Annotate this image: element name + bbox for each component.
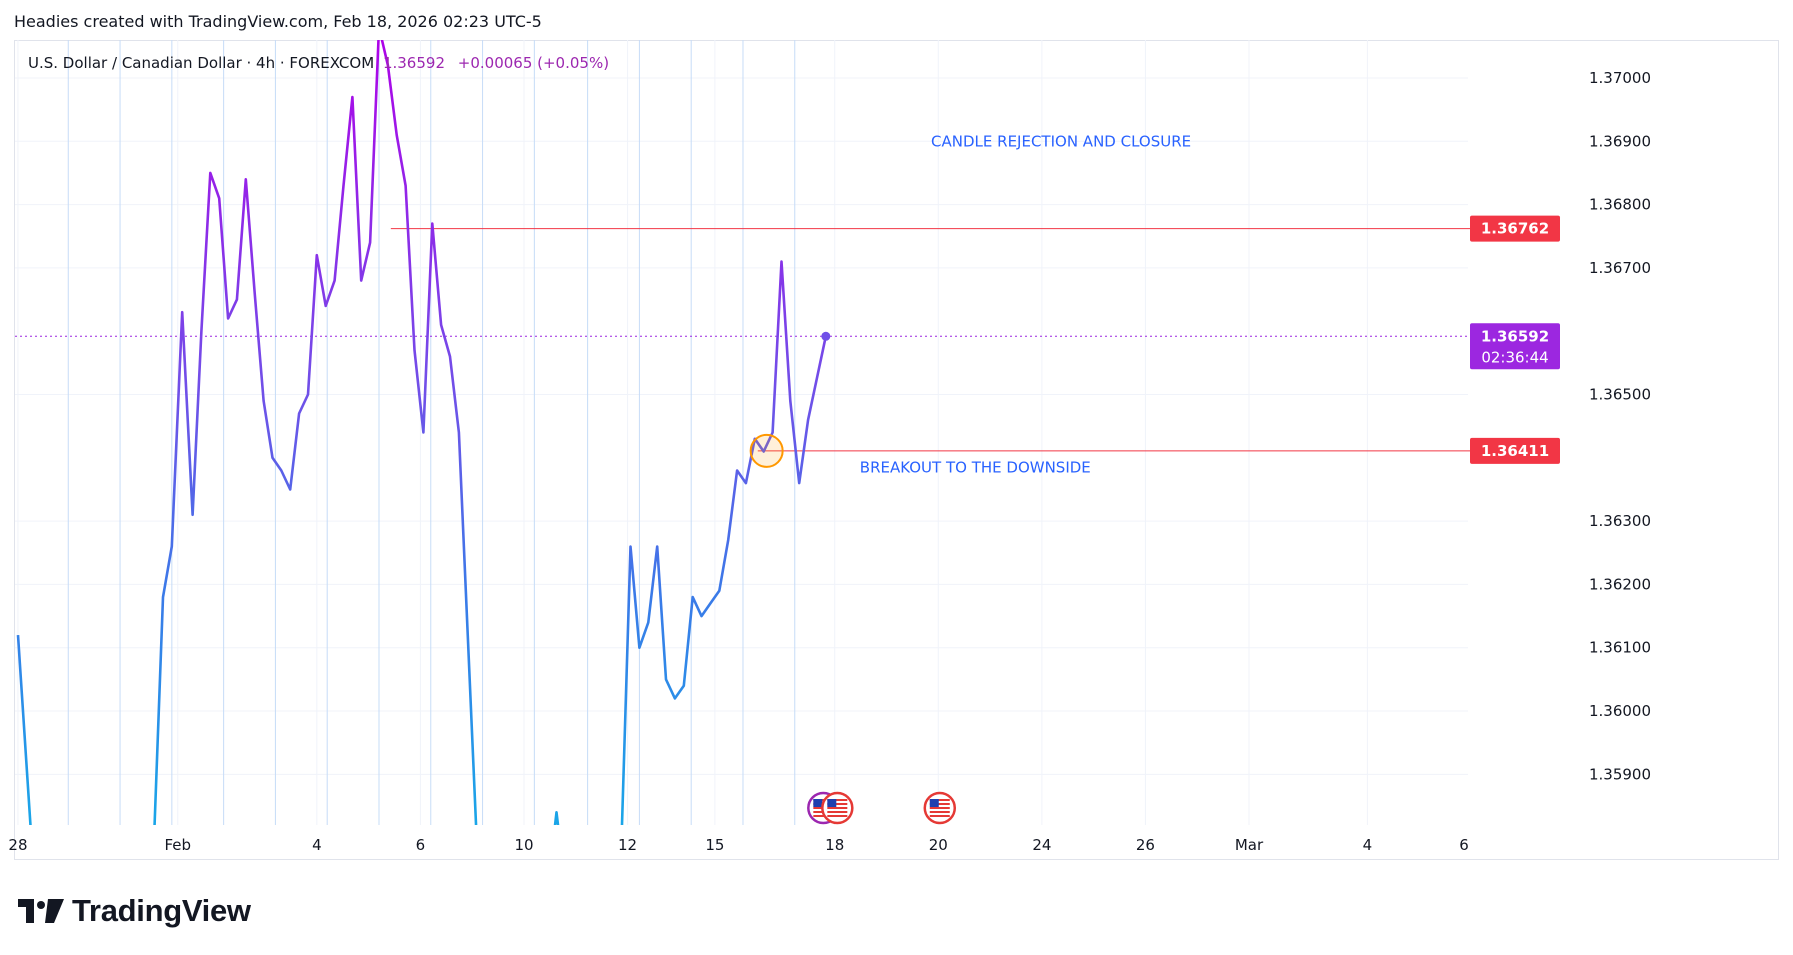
x-tick-label: 28 (8, 836, 27, 854)
x-tick-label: 24 (1032, 836, 1051, 854)
x-tick-label: 4 (1363, 836, 1373, 854)
symbol-name: U.S. Dollar / Canadian Dollar · 4h · FOR… (28, 54, 375, 72)
symbol-price: 1.36592 (382, 54, 445, 72)
y-axis[interactable]: 1.37000 1.36900 1.36800 1.36700 1.36500 1.363… (1589, 69, 1651, 783)
x-tick-label: 18 (825, 836, 844, 854)
x-tick-label: 12 (618, 836, 637, 854)
price-tags: 1.36762 1.36411 1.36592 02:36:44 (1470, 215, 1560, 464)
y-tick-label: 1.36100 (1589, 639, 1651, 657)
current-price-label: 1.36592 (1481, 327, 1549, 345)
current-price-tag: 1.36592 02:36:44 (1470, 323, 1560, 370)
symbol-change: +0.00065 (+0.05%) (457, 54, 610, 72)
annotations-layer: CANDLE REJECTION AND CLOSURE BREAKOUT TO … (749, 132, 1191, 476)
y-tick-label: 1.36200 (1589, 575, 1651, 593)
level-price-tag: 1.36411 (1470, 437, 1560, 464)
tradingview-logo[interactable]: TradingView (18, 893, 251, 929)
x-tick-label: 6 (1459, 836, 1469, 854)
y-tick-label: 1.37000 (1589, 69, 1651, 87)
x-tick-label: 26 (1136, 836, 1155, 854)
y-tick-label: 1.36300 (1589, 512, 1651, 530)
x-tick-label: 4 (312, 836, 322, 854)
tradingview-wordmark: TradingView (72, 893, 251, 928)
us-flag-icon (821, 791, 854, 825)
attribution-text: Headies created with TradingView.com, Fe… (14, 12, 542, 31)
series-layer (16, 40, 831, 825)
y-tick-label: 1.36700 (1589, 259, 1651, 277)
x-tick-label: Feb (164, 836, 191, 854)
breakout-highlight-circle (749, 433, 784, 468)
y-tick-label: 1.35900 (1589, 765, 1651, 783)
x-axis[interactable]: 28 Feb 4 6 10 12 15 18 20 24 26 Mar 4 6 (8, 836, 1468, 854)
x-tick-label: 20 (929, 836, 948, 854)
price-chart[interactable]: CANDLE REJECTION AND CLOSURE BREAKOUT TO … (0, 0, 1793, 870)
level-price-label: 1.36762 (1481, 220, 1549, 238)
price-series-line (16, 40, 828, 825)
x-tick-label: Mar (1235, 836, 1264, 854)
grid-layer (15, 40, 1468, 825)
x-tick-label: 6 (416, 836, 426, 854)
y-tick-label: 1.36500 (1589, 386, 1651, 404)
chart-annotation: BREAKOUT TO THE DOWNSIDE (860, 458, 1091, 476)
events-layer (807, 791, 957, 825)
level-price-tag: 1.36762 (1470, 215, 1560, 242)
chart-annotation: CANDLE REJECTION AND CLOSURE (931, 132, 1191, 150)
bar-countdown-label: 02:36:44 (1481, 348, 1548, 366)
x-tick-label: 15 (705, 836, 724, 854)
session-lines (67, 40, 796, 825)
x-tick-label: 10 (514, 836, 533, 854)
symbol-legend[interactable]: U.S. Dollar / Canadian Dollar · 4h · FOR… (28, 54, 609, 72)
level-lines (15, 228, 1478, 452)
last-price-dot (821, 331, 831, 341)
tradingview-logo-icon (18, 899, 64, 923)
chart-frame[interactable] (14, 40, 1779, 860)
us-flag-icon (923, 791, 957, 825)
level-price-label: 1.36411 (1481, 442, 1549, 460)
y-tick-label: 1.36800 (1589, 196, 1651, 214)
y-tick-label: 1.36000 (1589, 702, 1651, 720)
y-tick-label: 1.36900 (1589, 132, 1651, 150)
